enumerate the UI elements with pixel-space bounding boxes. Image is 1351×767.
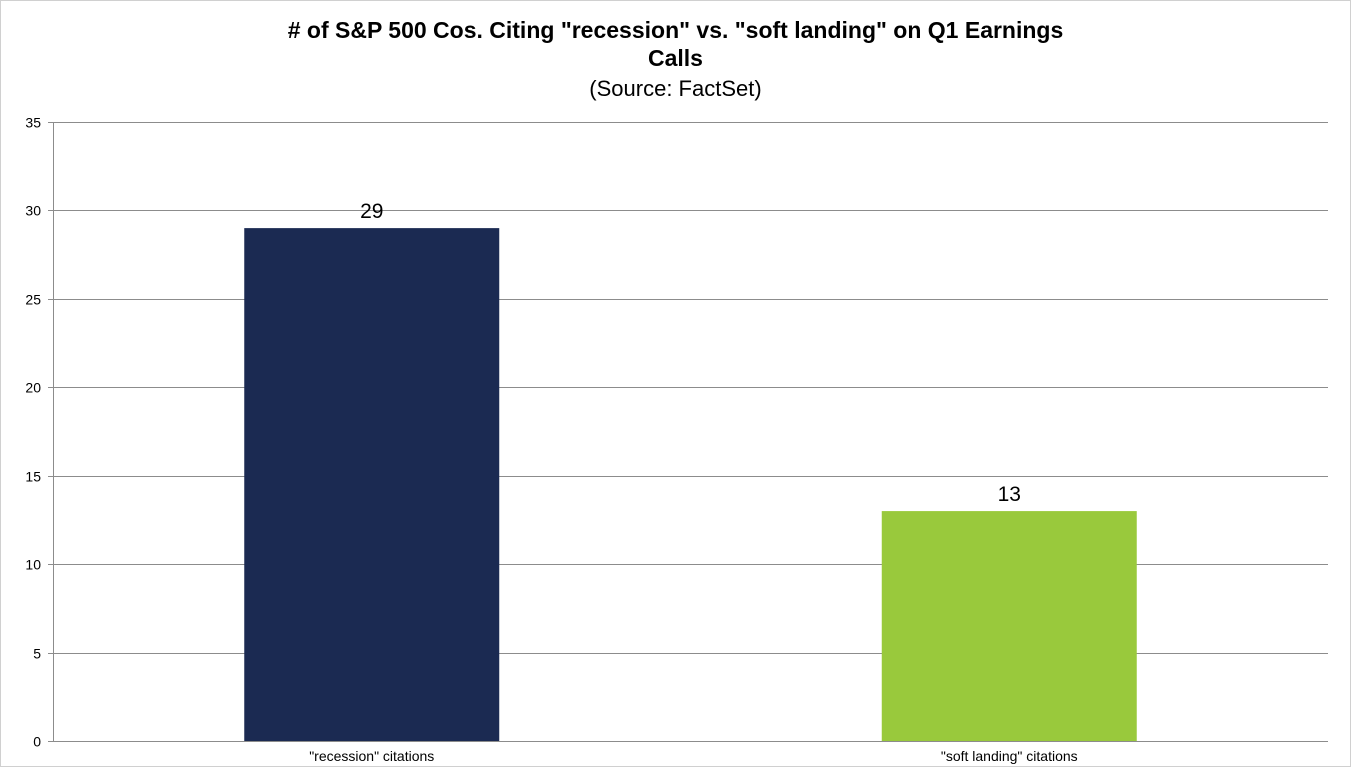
- y-tick-label: 0: [33, 734, 41, 750]
- y-tick-label: 25: [25, 292, 41, 308]
- data-label-1: 13: [998, 483, 1021, 506]
- y-tick-label: 10: [25, 557, 41, 573]
- y-tick-label: 20: [25, 380, 41, 396]
- y-tick-label: 35: [25, 115, 41, 131]
- chart-title-line2: Calls: [648, 45, 703, 71]
- chart-title: # of S&P 500 Cos. Citing "recession" vs.…: [0, 16, 1351, 72]
- x-category-label-0: "recession" citations: [309, 748, 434, 764]
- chart-subtitle: (Source: FactSet): [589, 76, 762, 101]
- x-category-label-1: "soft landing" citations: [941, 748, 1078, 764]
- labels: 0 5 10 15 20 25 30 35 29 "recession" citations 13 "…: [25, 115, 1077, 765]
- bars: [244, 228, 1137, 742]
- chart-title-line1: # of S&P 500 Cos. Citing "recession" vs.…: [287, 17, 1064, 43]
- y-tick-label: 15: [25, 469, 41, 485]
- bar-1: [881, 511, 1137, 741]
- y-tick-label: 30: [25, 203, 41, 219]
- data-label-0: 29: [360, 200, 383, 223]
- y-tick-label: 5: [33, 646, 41, 662]
- bar-0: [244, 228, 500, 742]
- axes: [48, 122, 1328, 742]
